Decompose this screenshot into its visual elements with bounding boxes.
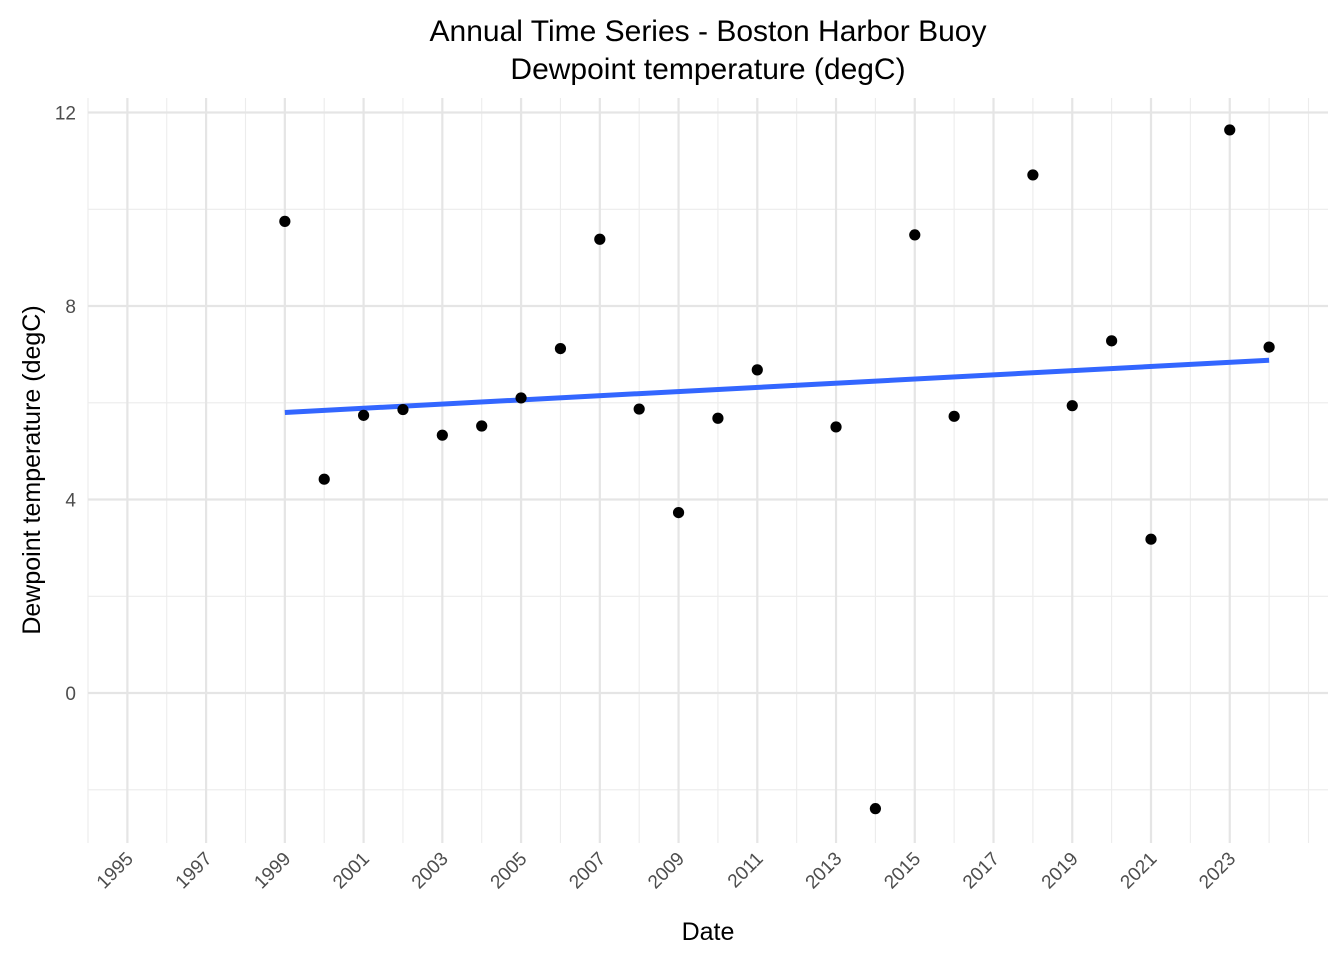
- data-point: [357, 409, 370, 421]
- minor-gridlines: [87, 98, 1328, 843]
- data-point: [1106, 335, 1118, 347]
- y-tick-label: 8: [65, 297, 76, 318]
- x-tick-label: 2015: [880, 849, 925, 894]
- data-point: [279, 215, 291, 227]
- x-tick-label: 1995: [93, 849, 138, 894]
- x-tick-label: 2007: [565, 849, 610, 894]
- x-tick-label: 2021: [1117, 849, 1162, 894]
- data-point: [318, 473, 330, 485]
- data-point: [633, 403, 645, 415]
- x-tick-label: 2009: [644, 849, 689, 894]
- x-tick-label: 2003: [408, 849, 453, 894]
- data-point: [476, 420, 488, 432]
- data-point: [1224, 124, 1236, 136]
- points-layer: [279, 124, 1275, 815]
- x-tick-label: 1999: [250, 849, 295, 894]
- y-axis-title: Dewpoint temperature (degC): [18, 305, 46, 634]
- chart-title: Annual Time Series - Boston Harbor Buoy: [430, 15, 987, 48]
- x-tick-label: 1997: [172, 849, 217, 894]
- data-point: [1027, 169, 1039, 181]
- x-tick-label: 2011: [724, 849, 768, 893]
- data-point: [751, 364, 763, 376]
- y-tick-label: 4: [65, 491, 76, 512]
- y-tick-label: 12: [55, 104, 76, 125]
- data-point: [436, 429, 448, 441]
- x-tick-label: 2023: [1195, 849, 1240, 894]
- trend-line-layer: [284, 357, 1270, 415]
- data-point: [397, 403, 409, 416]
- data-point: [712, 412, 724, 424]
- data-point: [948, 410, 960, 422]
- y-tick-label: 0: [65, 684, 76, 705]
- data-point: [554, 342, 567, 355]
- x-axis-title: Date: [682, 918, 735, 946]
- data-point: [1066, 400, 1078, 412]
- major-gridlines: [88, 98, 1328, 843]
- x-tick-label: 2001: [329, 849, 374, 894]
- data-point: [869, 803, 882, 815]
- x-tick-label: 2013: [802, 849, 847, 894]
- data-point: [830, 421, 842, 433]
- x-tick-label: 2019: [1038, 849, 1083, 894]
- chart-subtitle: Dewpoint temperature (degC): [510, 53, 905, 86]
- data-point: [515, 392, 527, 404]
- x-tick-label: 2005: [487, 849, 532, 894]
- data-point: [1263, 341, 1275, 353]
- data-point: [1145, 533, 1157, 545]
- trend-line: [284, 357, 1270, 415]
- data-point: [594, 233, 606, 245]
- data-point: [909, 229, 921, 241]
- x-tick-label: 2017: [959, 849, 1004, 894]
- y-axis-tick-labels: 0 4 8 12: [55, 104, 77, 706]
- data-point: [672, 506, 685, 519]
- x-axis-tick-labels: 1995 1997 1999 2001 2003 2005 2007 2009 2011 2013…: [93, 849, 1240, 894]
